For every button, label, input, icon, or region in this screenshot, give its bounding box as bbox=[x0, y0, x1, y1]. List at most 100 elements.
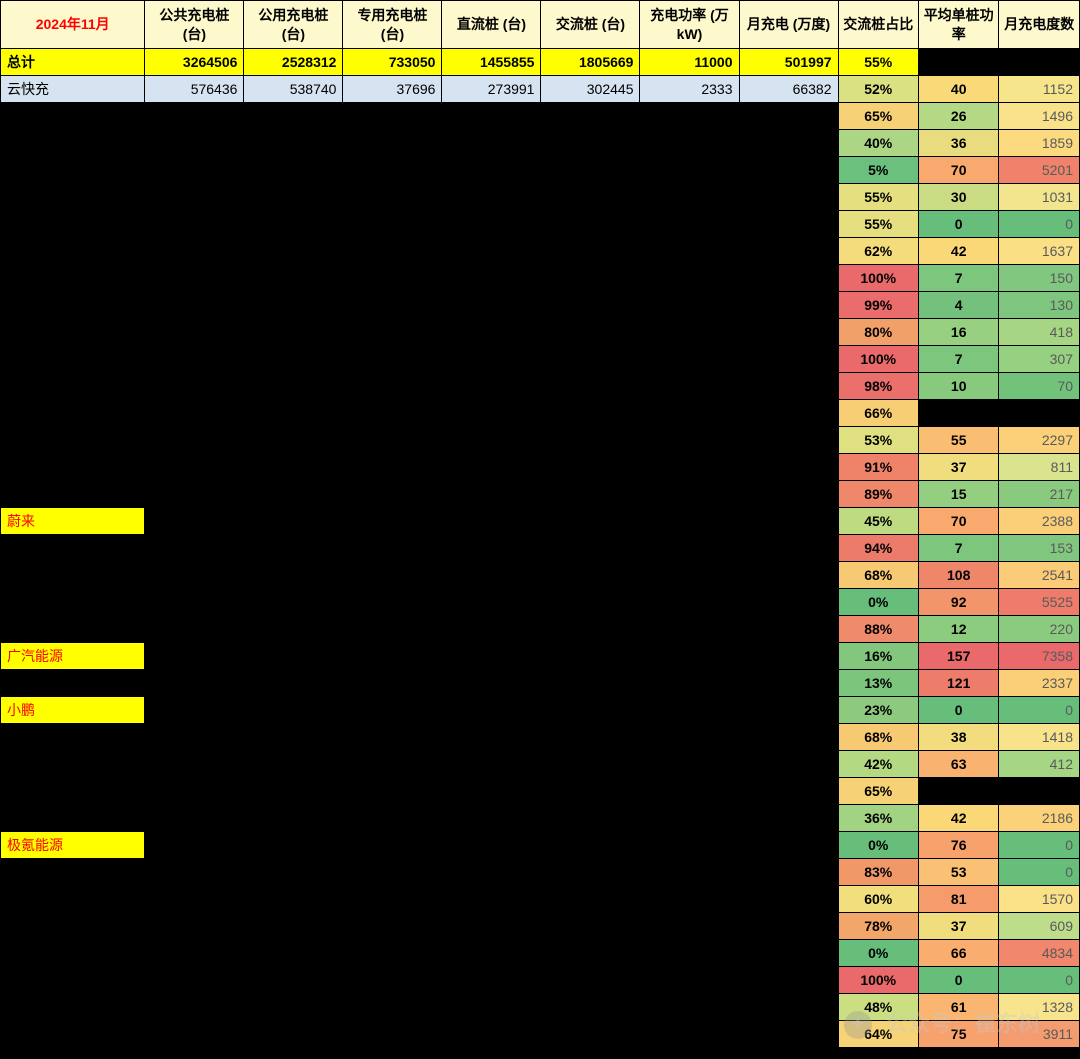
operator-name bbox=[1, 913, 145, 940]
kwh-cell bbox=[999, 778, 1080, 805]
val-3 bbox=[442, 589, 541, 616]
row-operator-highlighted: 云快充5764365387403769627399130244523336638… bbox=[1, 76, 1080, 103]
table-row: 91%37811 bbox=[1, 454, 1080, 481]
val-3 bbox=[442, 967, 541, 994]
val-4 bbox=[541, 886, 640, 913]
val-5 bbox=[640, 778, 739, 805]
val-2 bbox=[343, 562, 442, 589]
val-4 bbox=[541, 319, 640, 346]
val-6 bbox=[739, 778, 838, 805]
val-1 bbox=[244, 373, 343, 400]
table-row: 5%705201 bbox=[1, 157, 1080, 184]
val-6 bbox=[739, 805, 838, 832]
val-5 bbox=[640, 616, 739, 643]
val-0 bbox=[145, 346, 244, 373]
kwh-cell: 1496 bbox=[999, 103, 1080, 130]
operator-name bbox=[1, 373, 145, 400]
val-5 bbox=[640, 346, 739, 373]
val-0 bbox=[145, 103, 244, 130]
kwh-cell: 0 bbox=[999, 859, 1080, 886]
val-1 bbox=[244, 508, 343, 535]
table-row: 13%1212337 bbox=[1, 670, 1080, 697]
header-col-5: 充电功率 (万kW) bbox=[640, 1, 739, 49]
val-5 bbox=[640, 265, 739, 292]
operator-name: 广汽能源 bbox=[1, 643, 145, 670]
val-5 bbox=[640, 292, 739, 319]
val-1 bbox=[244, 913, 343, 940]
val-4 bbox=[541, 508, 640, 535]
val-4 bbox=[541, 373, 640, 400]
val-2 bbox=[343, 805, 442, 832]
pct-cell: 88% bbox=[838, 616, 918, 643]
val-5 bbox=[640, 967, 739, 994]
operator-name bbox=[1, 184, 145, 211]
val-2 bbox=[343, 886, 442, 913]
val-3 bbox=[442, 292, 541, 319]
val-5 bbox=[640, 508, 739, 535]
table-row: 78%37609 bbox=[1, 913, 1080, 940]
val-0 bbox=[145, 724, 244, 751]
avg-cell: 12 bbox=[918, 616, 998, 643]
val-2: 37696 bbox=[343, 76, 442, 103]
pct-cell: 13% bbox=[838, 670, 918, 697]
kwh-cell: 1859 bbox=[999, 130, 1080, 157]
kwh-cell: 2541 bbox=[999, 562, 1080, 589]
table-row: 广汽能源16%1577358 bbox=[1, 643, 1080, 670]
val-3 bbox=[442, 994, 541, 1021]
val-6 bbox=[739, 589, 838, 616]
val-3 bbox=[442, 373, 541, 400]
val-6 bbox=[739, 832, 838, 859]
val-4 bbox=[541, 643, 640, 670]
table-row: 65% bbox=[1, 778, 1080, 805]
operator-name bbox=[1, 319, 145, 346]
val-1 bbox=[244, 1021, 343, 1048]
kwh-cell bbox=[999, 400, 1080, 427]
val-0 bbox=[145, 535, 244, 562]
val-0 bbox=[145, 481, 244, 508]
operator-name bbox=[1, 130, 145, 157]
val-5 bbox=[640, 400, 739, 427]
val-6 bbox=[739, 940, 838, 967]
val-6 bbox=[739, 697, 838, 724]
val-3 bbox=[442, 346, 541, 373]
avg-cell: 76 bbox=[918, 832, 998, 859]
val-6 bbox=[739, 481, 838, 508]
pct-cell: 48% bbox=[838, 994, 918, 1021]
val-5 bbox=[640, 589, 739, 616]
val-0 bbox=[145, 967, 244, 994]
val-1 bbox=[244, 454, 343, 481]
val-1 bbox=[244, 805, 343, 832]
kwh-cell: 0 bbox=[999, 967, 1080, 994]
kwh-cell: 1570 bbox=[999, 886, 1080, 913]
val-1 bbox=[244, 157, 343, 184]
val-3 bbox=[442, 670, 541, 697]
header-col-6: 月充电 (万度) bbox=[739, 1, 838, 49]
val-4 bbox=[541, 805, 640, 832]
table-row: 89%15217 bbox=[1, 481, 1080, 508]
val-1 bbox=[244, 238, 343, 265]
avg-cell bbox=[918, 778, 998, 805]
kwh-cell: 5201 bbox=[999, 157, 1080, 184]
val-4 bbox=[541, 103, 640, 130]
total-kwh bbox=[999, 49, 1080, 76]
pct-cell: 55% bbox=[838, 184, 918, 211]
kwh-cell: 1418 bbox=[999, 724, 1080, 751]
avg-cell: 7 bbox=[918, 346, 998, 373]
pct-cell: 98% bbox=[838, 373, 918, 400]
val-4 bbox=[541, 265, 640, 292]
val-0 bbox=[145, 292, 244, 319]
pct-cell: 64% bbox=[838, 1021, 918, 1048]
val-0 bbox=[145, 643, 244, 670]
val-4 bbox=[541, 832, 640, 859]
avg-cell: 0 bbox=[918, 697, 998, 724]
val-0 bbox=[145, 373, 244, 400]
table-row: 40%361859 bbox=[1, 130, 1080, 157]
val-4 bbox=[541, 994, 640, 1021]
val-1 bbox=[244, 535, 343, 562]
val-3 bbox=[442, 697, 541, 724]
val-4: 302445 bbox=[541, 76, 640, 103]
operator-name bbox=[1, 994, 145, 1021]
avg-cell: 4 bbox=[918, 292, 998, 319]
avg-cell: 0 bbox=[918, 967, 998, 994]
val-1 bbox=[244, 724, 343, 751]
